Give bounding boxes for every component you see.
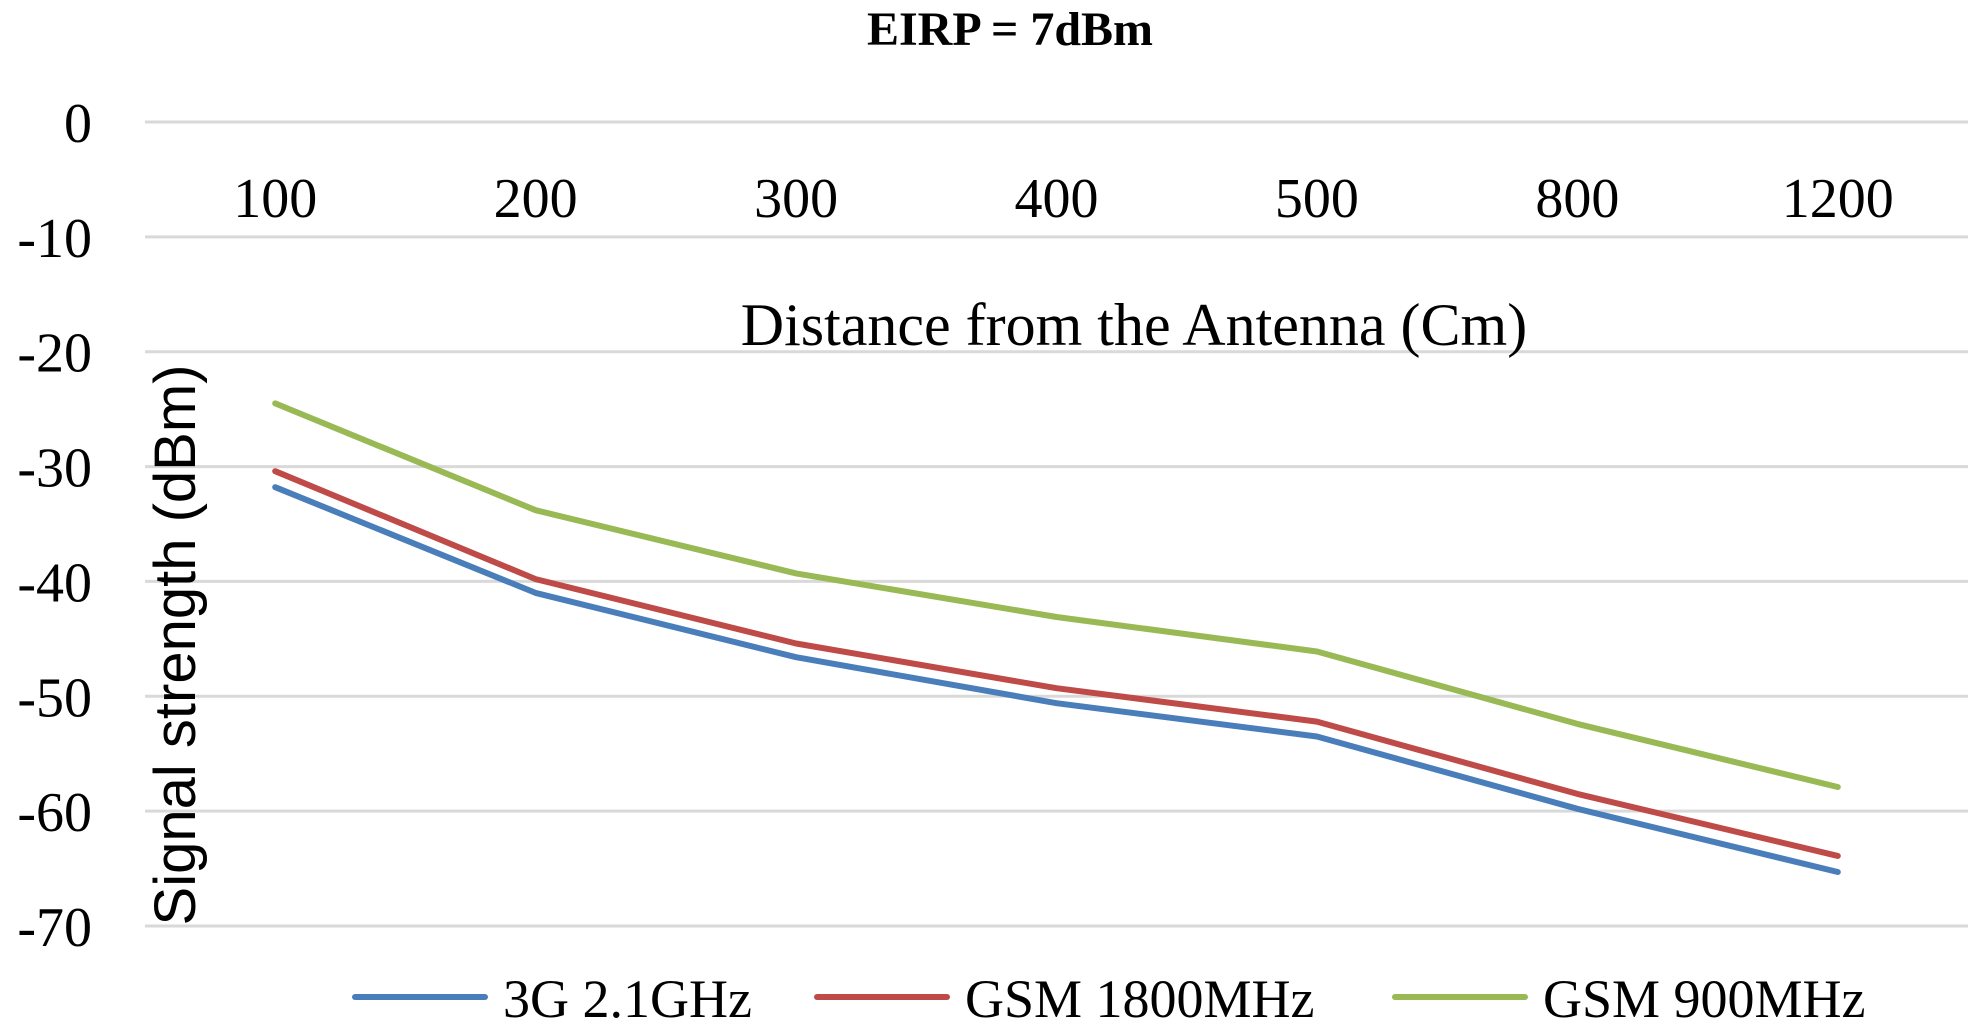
gridlines	[145, 120, 1968, 928]
y-tick-label: -40	[17, 552, 92, 614]
x-axis-tick-labels: 100 200 300 400 500 800 1200	[233, 168, 1894, 230]
x-tick-label: 500	[1275, 168, 1359, 230]
y-tick-label: 0	[64, 93, 92, 155]
x-tick-label: 1200	[1782, 168, 1894, 230]
x-axis-label: Distance from the Antenna (Cm)	[741, 292, 1527, 358]
x-tick-label: 300	[754, 168, 838, 230]
legend: 3G 2.1GHz GSM 1800MHz GSM 900MHz	[352, 969, 1866, 1029]
x-tick-label: 800	[1535, 168, 1619, 230]
legend-label: GSM 900MHz	[1543, 969, 1866, 1029]
x-tick-label: 100	[233, 168, 317, 230]
y-tick-label: -30	[17, 438, 92, 500]
legend-label: 3G 2.1GHz	[503, 969, 752, 1029]
y-tick-label: -60	[17, 782, 92, 844]
y-axis-tick-labels: 0 -10 -20 -30 -40 -50 -60 -70	[17, 93, 92, 959]
series-lines	[272, 400, 1841, 875]
y-tick-label: -70	[17, 897, 92, 959]
x-tick-label: 400	[1015, 168, 1099, 230]
legend-label: GSM 1800MHz	[965, 969, 1315, 1029]
series-line-1	[272, 484, 1841, 875]
x-tick-label: 200	[494, 168, 578, 230]
y-axis-label: Signal strength (dBm)	[143, 365, 208, 926]
y-tick-label: -10	[17, 208, 92, 270]
series-line-2	[272, 468, 1841, 859]
series-line-3	[272, 400, 1841, 790]
y-tick-label: -20	[17, 323, 92, 385]
chart-title: EIRP = 7dBm	[867, 3, 1153, 56]
y-tick-label: -50	[17, 667, 92, 729]
